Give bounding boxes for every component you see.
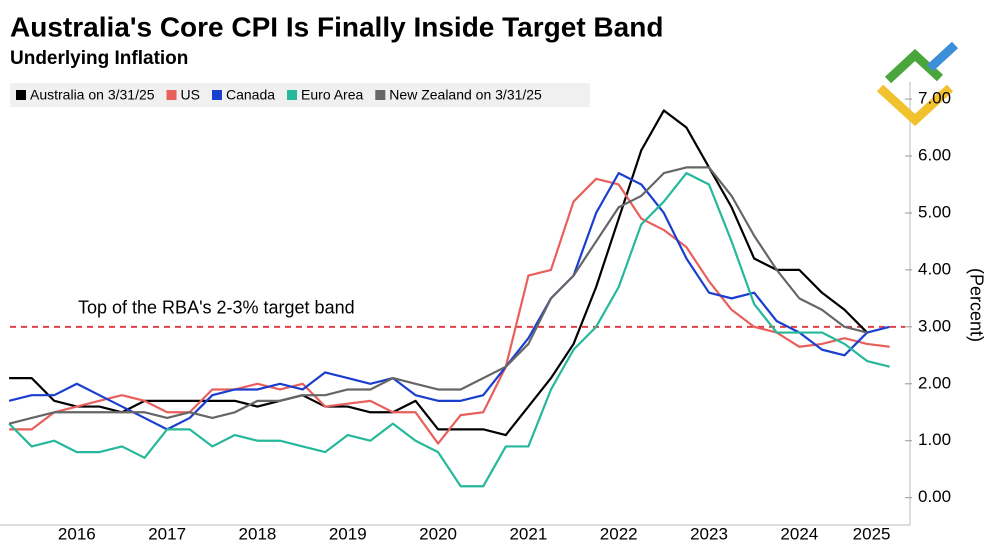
y-tick-label: 6.00 (918, 146, 951, 165)
x-tick-label: 2024 (780, 524, 818, 543)
x-tick-label: 2020 (419, 524, 457, 543)
y-tick-label: 1.00 (918, 430, 951, 449)
y-tick-label: 3.00 (918, 316, 951, 335)
series-line (9, 177, 890, 445)
legend (10, 83, 590, 107)
x-tick-label: 2016 (58, 524, 96, 543)
y-tick-label: 4.00 (918, 259, 951, 278)
x-tick-label: 2021 (509, 524, 547, 543)
x-tick-label: 2018 (239, 524, 277, 543)
legend-label: Euro Area (301, 87, 363, 103)
legend-swatch (375, 90, 386, 100)
y-tick-label: 2.00 (918, 373, 951, 392)
legend-swatch (166, 90, 177, 100)
annotation: Top of the RBA's 2-3% target band (78, 298, 355, 318)
series-line (9, 109, 868, 437)
y-tick-label: 0.00 (918, 487, 951, 506)
x-tick-label: 2023 (690, 524, 728, 543)
legend-label: Australia on 3/31/25 (30, 87, 155, 103)
legend-swatch (16, 90, 26, 100)
series-line (8, 166, 868, 425)
legend-swatch (211, 90, 222, 100)
y-axis-label: (Percent) (966, 268, 986, 342)
legend-label: Canada (226, 87, 275, 103)
chart-title: Australia's Core CPI Is Finally Inside T… (10, 11, 663, 42)
x-tick-label: 2025 (853, 524, 891, 543)
legend-label: US (181, 87, 200, 103)
x-tick-label: 2019 (329, 524, 367, 543)
x-tick-label: 2022 (600, 524, 638, 543)
legend-label: New Zealand on 3/31/25 (389, 87, 542, 103)
legend-swatch (287, 90, 298, 100)
series-line (8, 172, 890, 488)
y-tick-label: 5.00 (918, 202, 951, 221)
logo (876, 41, 959, 127)
series-line (8, 172, 890, 431)
chart-subtitle: Underlying Inflation (10, 48, 188, 69)
x-tick-label: 2017 (148, 524, 186, 543)
y-tick-label: 7.00 (918, 89, 951, 108)
